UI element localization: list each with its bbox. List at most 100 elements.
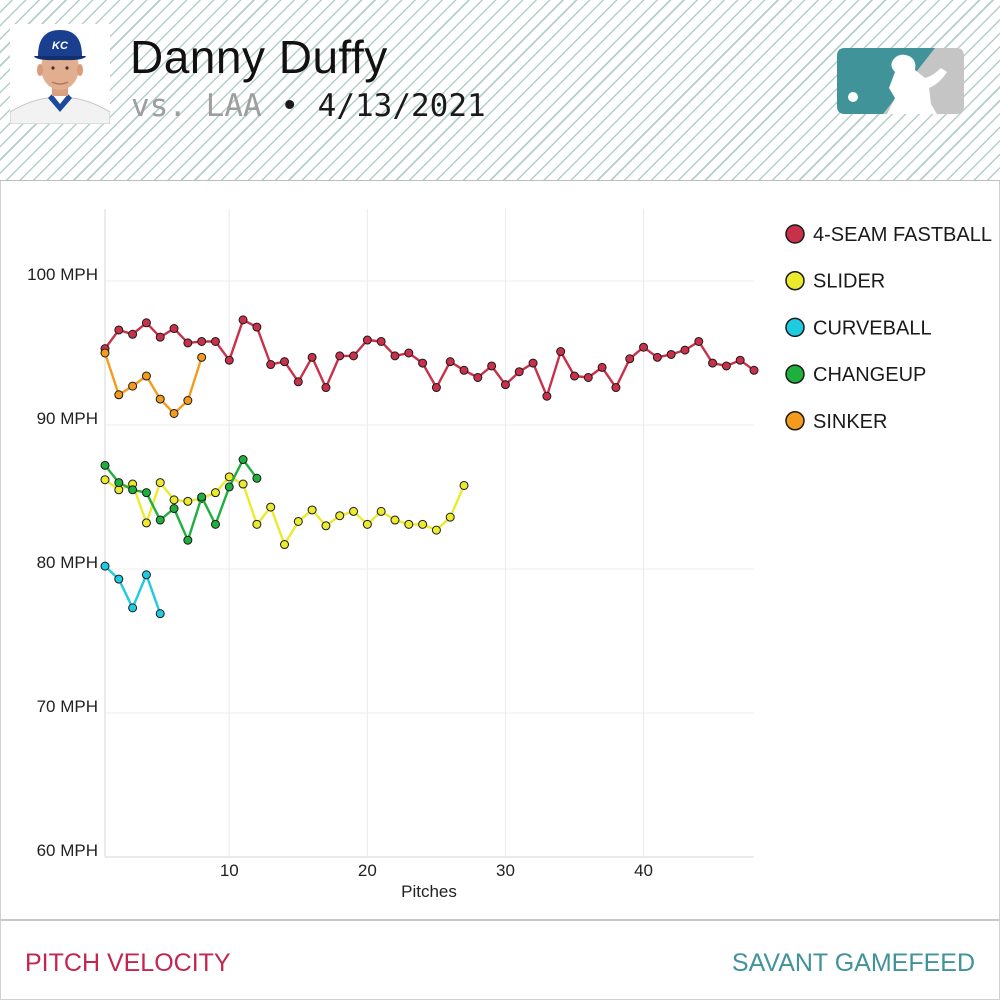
data-point[interactable] bbox=[128, 603, 138, 613]
data-point[interactable] bbox=[128, 485, 138, 495]
data-point[interactable] bbox=[528, 358, 538, 368]
data-point[interactable] bbox=[100, 460, 110, 470]
data-point[interactable] bbox=[349, 351, 359, 361]
data-point[interactable] bbox=[666, 349, 676, 359]
data-point[interactable] bbox=[100, 475, 110, 485]
data-point[interactable] bbox=[445, 512, 455, 522]
data-point[interactable] bbox=[141, 518, 151, 528]
data-point[interactable] bbox=[183, 535, 193, 545]
legend-item[interactable]: SLIDER bbox=[785, 271, 885, 293]
data-point[interactable] bbox=[280, 540, 290, 550]
data-point[interactable] bbox=[238, 315, 248, 325]
data-point[interactable] bbox=[390, 351, 400, 361]
data-point[interactable] bbox=[224, 355, 234, 365]
data-point[interactable] bbox=[321, 521, 331, 531]
data-point[interactable] bbox=[335, 351, 345, 361]
data-point[interactable] bbox=[556, 347, 566, 357]
data-point[interactable] bbox=[280, 357, 290, 367]
data-point[interactable] bbox=[307, 505, 317, 515]
data-point[interactable] bbox=[238, 455, 248, 465]
data-point[interactable] bbox=[155, 478, 165, 488]
data-point[interactable] bbox=[266, 360, 276, 370]
data-point[interactable] bbox=[197, 492, 207, 502]
data-point[interactable] bbox=[500, 380, 510, 390]
data-point[interactable] bbox=[224, 482, 234, 492]
legend-item[interactable]: CURVEBALL bbox=[785, 317, 932, 339]
data-point[interactable] bbox=[210, 336, 220, 346]
data-point[interactable] bbox=[652, 352, 662, 362]
data-point[interactable] bbox=[459, 480, 469, 490]
data-point[interactable] bbox=[128, 329, 138, 339]
data-point[interactable] bbox=[459, 365, 469, 375]
data-point[interactable] bbox=[293, 516, 303, 526]
data-point[interactable] bbox=[293, 377, 303, 387]
data-point[interactable] bbox=[583, 372, 593, 382]
data-point[interactable] bbox=[155, 515, 165, 525]
data-point[interactable] bbox=[514, 367, 524, 377]
data-point[interactable] bbox=[183, 396, 193, 406]
legend-item[interactable]: 4-SEAM FASTBALL bbox=[785, 224, 992, 246]
data-point[interactable] bbox=[114, 325, 124, 335]
data-point[interactable] bbox=[155, 609, 165, 619]
data-point[interactable] bbox=[694, 336, 704, 346]
data-point[interactable] bbox=[210, 488, 220, 498]
data-point[interactable] bbox=[100, 348, 110, 358]
data-point[interactable] bbox=[362, 335, 372, 345]
data-point[interactable] bbox=[238, 479, 248, 489]
data-point[interactable] bbox=[597, 362, 607, 372]
data-point[interactable] bbox=[155, 332, 165, 342]
data-point[interactable] bbox=[155, 394, 165, 404]
data-point[interactable] bbox=[569, 371, 579, 381]
data-point[interactable] bbox=[749, 365, 759, 375]
data-point[interactable] bbox=[128, 381, 138, 391]
data-point[interactable] bbox=[307, 352, 317, 362]
data-point[interactable] bbox=[169, 324, 179, 334]
data-point[interactable] bbox=[183, 338, 193, 348]
data-point[interactable] bbox=[169, 504, 179, 514]
data-point[interactable] bbox=[639, 342, 649, 352]
data-point[interactable] bbox=[431, 525, 441, 535]
data-point[interactable] bbox=[473, 372, 483, 382]
data-point[interactable] bbox=[431, 383, 441, 393]
data-point[interactable] bbox=[611, 383, 621, 393]
data-point[interactable] bbox=[252, 519, 262, 529]
data-point[interactable] bbox=[445, 357, 455, 367]
data-point[interactable] bbox=[100, 561, 110, 571]
data-point[interactable] bbox=[252, 322, 262, 332]
data-point[interactable] bbox=[141, 488, 151, 498]
data-point[interactable] bbox=[321, 383, 331, 393]
legend-item[interactable]: SINKER bbox=[785, 411, 887, 433]
data-point[interactable] bbox=[542, 391, 552, 401]
data-point[interactable] bbox=[183, 496, 193, 506]
data-point[interactable] bbox=[141, 371, 151, 381]
data-point[interactable] bbox=[252, 473, 262, 483]
data-point[interactable] bbox=[404, 348, 414, 358]
data-point[interactable] bbox=[362, 519, 372, 529]
data-point[interactable] bbox=[680, 345, 690, 355]
data-point[interactable] bbox=[114, 478, 124, 488]
data-point[interactable] bbox=[418, 358, 428, 368]
data-point[interactable] bbox=[114, 574, 124, 584]
legend-item[interactable]: CHANGEUP bbox=[785, 364, 926, 386]
data-point[interactable] bbox=[735, 355, 745, 365]
data-point[interactable] bbox=[349, 506, 359, 516]
data-point[interactable] bbox=[197, 352, 207, 362]
data-point[interactable] bbox=[335, 511, 345, 521]
data-point[interactable] bbox=[404, 519, 414, 529]
data-point[interactable] bbox=[721, 361, 731, 371]
data-point[interactable] bbox=[141, 570, 151, 580]
data-point[interactable] bbox=[708, 358, 718, 368]
data-point[interactable] bbox=[266, 502, 276, 512]
data-point[interactable] bbox=[625, 354, 635, 364]
data-point[interactable] bbox=[390, 515, 400, 525]
data-point[interactable] bbox=[487, 361, 497, 371]
data-point[interactable] bbox=[169, 408, 179, 418]
data-point[interactable] bbox=[376, 506, 386, 516]
data-point[interactable] bbox=[197, 336, 207, 346]
data-point[interactable] bbox=[141, 318, 151, 328]
data-point[interactable] bbox=[418, 519, 428, 529]
data-point[interactable] bbox=[114, 390, 124, 400]
data-point[interactable] bbox=[376, 336, 386, 346]
data-point[interactable] bbox=[210, 519, 220, 529]
data-point[interactable] bbox=[169, 495, 179, 505]
